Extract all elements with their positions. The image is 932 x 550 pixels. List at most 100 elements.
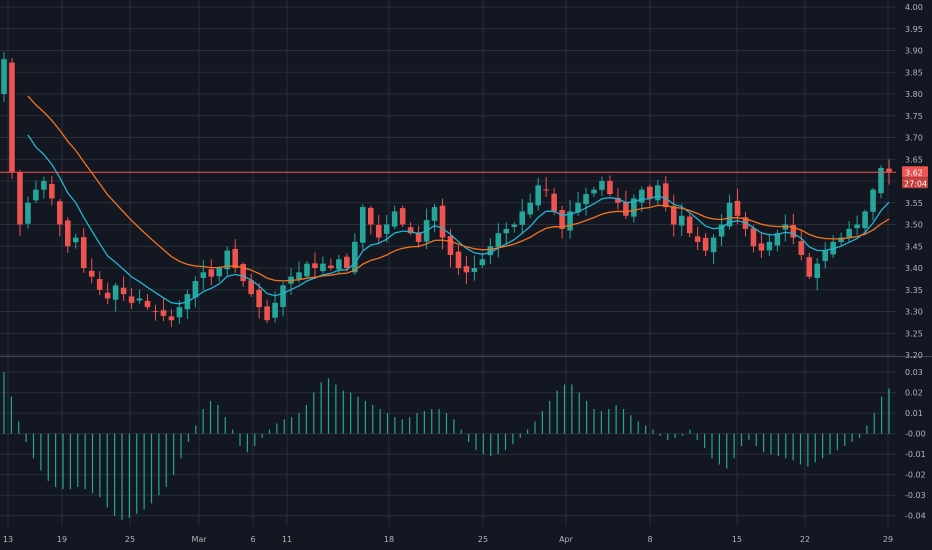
- candle-body: [120, 287, 127, 295]
- candle-body: [25, 202, 31, 224]
- candle-body: [33, 189, 39, 201]
- histogram-bar: [180, 433, 182, 459]
- candle-body: [647, 186, 653, 199]
- histogram-bar: [888, 388, 890, 434]
- price-tags: 3.62 27:04: [902, 166, 928, 189]
- candlestick-series: [1, 52, 892, 327]
- histogram-bar: [25, 433, 27, 442]
- candle-body: [455, 251, 462, 268]
- histogram-bar: [770, 433, 772, 455]
- histogram-bar: [106, 433, 108, 508]
- histogram-bar: [652, 429, 654, 434]
- candle-body: [710, 237, 717, 253]
- candle-body: [814, 263, 821, 278]
- candle-body: [248, 280, 254, 295]
- price-tick-label: 3.65: [905, 155, 923, 164]
- candle-body: [535, 185, 541, 206]
- candle-body: [160, 310, 167, 316]
- candle-body: [224, 250, 231, 270]
- histogram-bar: [84, 433, 86, 490]
- histogram-bar: [165, 433, 167, 488]
- histogram-bar: [438, 409, 440, 434]
- candle-body: [774, 233, 781, 246]
- time-tick-label: 29: [883, 535, 893, 544]
- histogram-bar: [423, 411, 425, 434]
- histogram-bar: [409, 417, 411, 434]
- histogram-bar: [453, 419, 455, 434]
- histogram-bar: [541, 411, 543, 434]
- histogram-bar: [158, 433, 160, 496]
- histogram-bar: [718, 433, 720, 465]
- candle-body: [359, 207, 366, 243]
- histogram-bar: [777, 433, 779, 457]
- histogram-bar: [55, 433, 57, 488]
- histogram-bar: [814, 433, 816, 463]
- histogram-bar: [32, 433, 35, 459]
- histogram-bar: [726, 433, 728, 469]
- time-axis[interactable]: 13 19 25 Mar 6 11 18 25 Apr 8 15 22 29: [3, 535, 893, 544]
- candle-body: [57, 201, 63, 225]
- grid-lines: [0, 0, 896, 526]
- histogram-bar: [401, 419, 403, 434]
- price-tick-label: 3.50: [905, 221, 923, 230]
- time-tick-label: 18: [384, 535, 394, 544]
- histogram-bar: [799, 433, 802, 465]
- candle-body: [232, 248, 239, 268]
- histogram-bar: [858, 433, 861, 438]
- price-tick-label: 3.70: [905, 134, 923, 143]
- candle-body: [272, 302, 278, 318]
- histogram-bar: [659, 433, 661, 436]
- time-tick-label: 6: [250, 535, 255, 544]
- candle-body: [144, 300, 151, 308]
- candle-body: [304, 263, 310, 277]
- candle-body: [471, 268, 478, 272]
- histogram-bar: [622, 409, 625, 434]
- candle-body: [256, 289, 262, 308]
- histogram-bar: [91, 433, 94, 494]
- candle-body: [639, 189, 645, 203]
- candle-body: [511, 224, 518, 227]
- candle-body: [312, 263, 318, 268]
- candle-body: [623, 202, 629, 216]
- candle-body: [1, 59, 7, 94]
- last-price-label: 3.62: [905, 168, 923, 177]
- candle-body: [463, 266, 470, 273]
- candle-body: [383, 224, 390, 234]
- candle-body: [96, 279, 103, 290]
- histogram-bar: [615, 404, 617, 434]
- candle-body: [686, 216, 693, 234]
- oscillator-tick-label: 0.03: [905, 368, 923, 377]
- histogram-bar: [261, 433, 263, 438]
- histogram-bar: [482, 433, 484, 455]
- histogram-bar: [674, 433, 676, 438]
- candle-body: [375, 224, 382, 238]
- histogram-bar: [224, 417, 226, 434]
- histogram-bar: [600, 411, 602, 434]
- histogram-bar: [239, 433, 241, 446]
- oscillator-tick-label: -0.03: [905, 491, 926, 500]
- candle-body: [136, 298, 143, 301]
- price-tick-label: 3.75: [905, 112, 923, 121]
- histogram-bar: [445, 413, 448, 434]
- candle-body: [790, 224, 797, 238]
- candle-body: [367, 207, 374, 225]
- histogram-bar: [497, 433, 499, 455]
- price-tick-label: 3.30: [905, 308, 923, 317]
- candle-body: [694, 236, 701, 242]
- candle-body: [495, 233, 502, 248]
- candle-body: [168, 316, 175, 321]
- candle-body: [192, 281, 199, 298]
- oscillator-tick-label: -0.04: [905, 512, 926, 521]
- histogram-bar: [704, 433, 706, 449]
- histogram-bar: [268, 429, 271, 434]
- price-tick-label: 3.90: [905, 47, 923, 56]
- candle-body: [886, 168, 892, 173]
- oscillator-axis[interactable]: 0.03 0.02 0.01 -0.00 -0.01 -0.02 -0.03 -0.04: [905, 368, 926, 521]
- candle-body: [41, 181, 47, 190]
- candle-body: [336, 259, 342, 270]
- candle-body: [264, 306, 270, 321]
- time-tick-label: 25: [478, 535, 488, 544]
- candle-body: [503, 228, 510, 234]
- candle-body: [415, 232, 422, 242]
